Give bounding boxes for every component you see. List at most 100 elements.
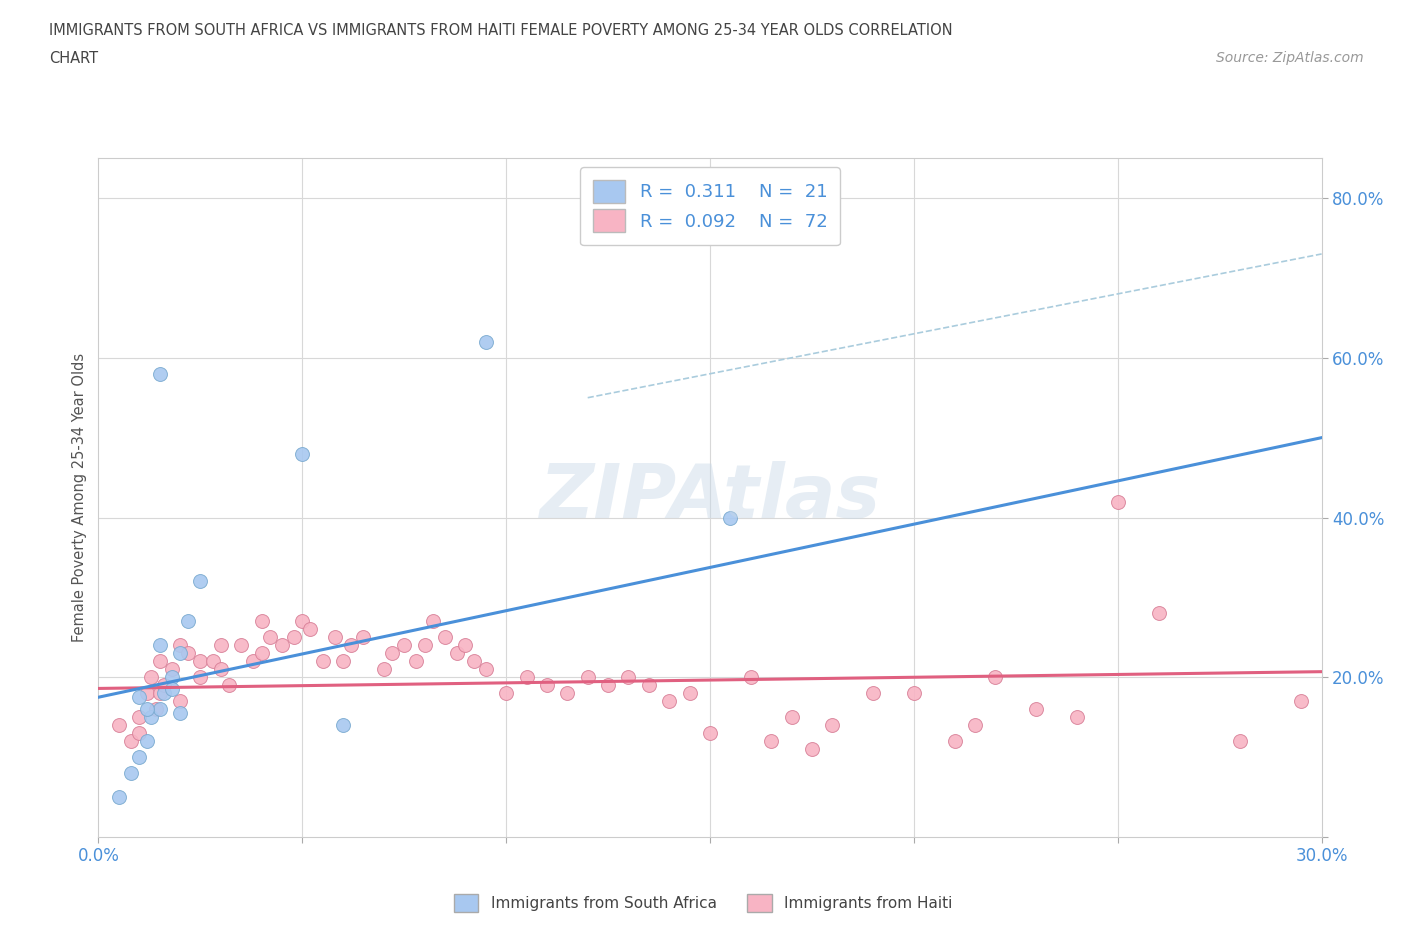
Point <box>332 718 354 733</box>
Point <box>283 630 305 644</box>
Point <box>801 742 824 757</box>
Point <box>413 638 436 653</box>
Point <box>434 630 457 644</box>
Point <box>516 670 538 684</box>
Point <box>141 670 163 684</box>
Point <box>943 734 966 749</box>
Point <box>1229 734 1251 749</box>
Point <box>145 702 167 717</box>
Point <box>495 685 517 700</box>
Point <box>454 638 477 653</box>
Y-axis label: Female Poverty Among 25-34 Year Olds: Female Poverty Among 25-34 Year Olds <box>72 353 87 642</box>
Point <box>291 446 314 461</box>
Point <box>169 645 191 660</box>
Point <box>108 718 131 733</box>
Point <box>373 662 395 677</box>
Point <box>1066 710 1088 724</box>
Point <box>392 638 416 653</box>
Point <box>474 335 498 350</box>
Point <box>160 662 183 677</box>
Point <box>177 614 200 629</box>
Point <box>120 734 142 749</box>
Point <box>740 670 762 684</box>
Point <box>352 630 374 644</box>
Point <box>169 638 191 653</box>
Point <box>250 614 273 629</box>
Point <box>1147 606 1170 621</box>
Point <box>1291 694 1313 709</box>
Point <box>128 710 150 724</box>
Point <box>718 510 742 525</box>
Point <box>658 694 681 709</box>
Point <box>250 645 273 660</box>
Point <box>679 685 702 700</box>
Point <box>555 685 579 700</box>
Point <box>699 725 721 740</box>
Point <box>128 750 150 764</box>
Point <box>965 718 987 733</box>
Point <box>136 734 159 749</box>
Point <box>299 622 322 637</box>
Point <box>169 706 191 721</box>
Point <box>188 654 212 669</box>
Point <box>598 678 620 693</box>
Legend: R =  0.311    N =  21, R =  0.092    N =  72: R = 0.311 N = 21, R = 0.092 N = 72 <box>581 167 839 246</box>
Legend: Immigrants from South Africa, Immigrants from Haiti: Immigrants from South Africa, Immigrants… <box>447 888 959 918</box>
Point <box>242 654 264 669</box>
Point <box>405 654 427 669</box>
Point <box>270 638 294 653</box>
Point <box>231 638 253 653</box>
Point <box>862 685 884 700</box>
Point <box>108 790 131 804</box>
Point <box>446 645 468 660</box>
Point <box>422 614 444 629</box>
Point <box>780 710 803 724</box>
Point <box>201 654 224 669</box>
Point <box>332 654 354 669</box>
Text: IMMIGRANTS FROM SOUTH AFRICA VS IMMIGRANTS FROM HAITI FEMALE POVERTY AMONG 25-34: IMMIGRANTS FROM SOUTH AFRICA VS IMMIGRAN… <box>49 23 953 38</box>
Point <box>291 614 314 629</box>
Point <box>1025 702 1047 717</box>
Point <box>136 685 159 700</box>
Point <box>474 662 498 677</box>
Point <box>209 638 232 653</box>
Point <box>188 574 212 589</box>
Point <box>141 710 163 724</box>
Point <box>152 678 174 693</box>
Text: CHART: CHART <box>49 51 98 66</box>
Point <box>637 678 661 693</box>
Point <box>128 725 150 740</box>
Point <box>149 702 172 717</box>
Point <box>463 654 485 669</box>
Point <box>312 654 335 669</box>
Point <box>169 694 191 709</box>
Point <box>617 670 640 684</box>
Point <box>903 685 925 700</box>
Point <box>128 690 150 705</box>
Point <box>149 638 172 653</box>
Point <box>149 366 172 381</box>
Text: ZIPAtlas: ZIPAtlas <box>540 461 880 534</box>
Point <box>218 678 240 693</box>
Point <box>136 702 159 717</box>
Point <box>188 670 212 684</box>
Point <box>340 638 363 653</box>
Point <box>259 630 281 644</box>
Point <box>576 670 599 684</box>
Point <box>821 718 844 733</box>
Point <box>177 645 200 660</box>
Point <box>1107 494 1129 509</box>
Point <box>152 685 174 700</box>
Text: Source: ZipAtlas.com: Source: ZipAtlas.com <box>1216 51 1364 65</box>
Point <box>160 670 183 684</box>
Point <box>149 685 172 700</box>
Point <box>323 630 346 644</box>
Point <box>536 678 558 693</box>
Point <box>149 654 172 669</box>
Point <box>984 670 1007 684</box>
Point <box>761 734 783 749</box>
Point <box>209 662 232 677</box>
Point <box>120 765 142 780</box>
Point <box>160 682 183 697</box>
Point <box>381 645 404 660</box>
